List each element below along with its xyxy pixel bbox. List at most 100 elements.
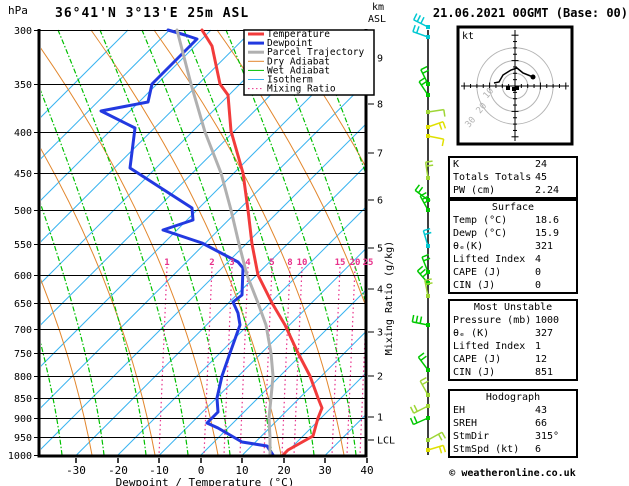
wind-barb	[426, 431, 447, 442]
mixing-ratio-label: 4	[245, 258, 251, 268]
wind-barb	[426, 108, 446, 117]
pressure-tick-label: 900	[14, 414, 32, 425]
table-row-label: K	[453, 159, 460, 170]
legend-item-label: Dewpoint	[267, 38, 313, 49]
table-row-value: 851	[535, 367, 554, 378]
table-row: CIN (J) 851	[450, 366, 576, 379]
isotherm-line	[41, 29, 295, 284]
table-row: Totals Totals 45	[450, 171, 576, 184]
hodograph-trace	[493, 67, 534, 84]
table-row-value: 4	[535, 254, 542, 265]
table-row: CAPE (J) 0	[450, 266, 576, 279]
table-row: Dewp (°C) 15.9	[450, 227, 576, 240]
pressure-tick-label: 650	[14, 299, 32, 310]
mixing-ratio-label: 10	[297, 258, 308, 268]
x-axis-tick-label: 20	[277, 464, 290, 477]
legend-item-label: Isotherm	[267, 75, 313, 86]
data-table-indices: K 24 Totals Totals 45 PW (cm) 2.24	[448, 156, 578, 199]
wet-adiabat-line	[41, 203, 105, 456]
x-axis-tick-label: 30	[318, 464, 331, 477]
dewpoint-curve	[99, 28, 275, 456]
height-tick-label: 6	[377, 196, 383, 207]
wet-adiabat-line	[99, 29, 231, 456]
table-row-label: θₑ (K)	[453, 328, 490, 339]
lcl-label: LCL	[377, 436, 395, 447]
table-title: Hodograph	[485, 392, 541, 403]
height-tick-label: 8	[377, 100, 383, 111]
table-row-label: Lifted Index	[453, 341, 526, 352]
isotherm-line	[159, 248, 365, 456]
table-row: SREH 66	[450, 417, 576, 430]
wind-barb	[411, 314, 430, 327]
table-row-value: 2.24	[535, 185, 560, 196]
wind-barb	[409, 416, 430, 426]
hodograph-trace-square	[515, 86, 519, 90]
pressure-tick-label: 1000	[8, 451, 32, 462]
table-row-value: 0	[535, 280, 542, 291]
table-row-label: Dewp (°C)	[453, 228, 508, 239]
table-row-label: Lifted Index	[453, 254, 526, 265]
table-row-label: StmSpd (kt)	[453, 444, 520, 455]
table-row: PW (cm) 2.24	[450, 184, 576, 197]
hodograph-trace-square	[512, 87, 516, 91]
wind-barb	[419, 376, 430, 397]
mixing-ratio-label: 1	[164, 258, 169, 268]
pressure-tick-label: 750	[14, 349, 32, 360]
table-title: Most Unstable	[473, 302, 553, 313]
hodograph-unit-label: kt	[462, 31, 474, 42]
table-row-label: EH	[453, 405, 466, 416]
isotherm-line	[41, 29, 212, 201]
x-axis-tick-label: -10	[149, 464, 169, 477]
table-row-value: 43	[535, 405, 548, 416]
mixing-ratio-label: 25	[363, 258, 374, 268]
table-title: Surface	[491, 202, 535, 213]
mixing-ratio-label: 8	[287, 258, 292, 268]
isotherm-line	[41, 29, 253, 243]
wet-adiabat-line	[57, 29, 189, 456]
legend-item-label: Wet Adiabat	[267, 65, 330, 76]
mixing-ratio-label: 5	[269, 258, 274, 268]
table-row-value: 1	[535, 341, 542, 352]
table-row: Temp (°C) 18.6	[450, 214, 576, 227]
table-row-label: PW (cm)	[453, 185, 496, 196]
hodograph-trace-dot	[530, 74, 536, 80]
isotherm-line	[76, 165, 365, 456]
pressure-tick-label: 450	[14, 169, 32, 180]
height-tick-label: 4	[377, 285, 383, 296]
run-datetime: 21.06.2021 00GMT (Base: 00)	[432, 6, 628, 20]
table-row: Pressure (mb) 1000	[450, 314, 576, 327]
table-row-value: 0	[535, 267, 542, 278]
dry-adiabat-line	[41, 148, 156, 456]
wet-adiabat-line	[41, 342, 63, 456]
mixing-ratio-line	[281, 266, 291, 456]
wet-adiabat-line	[225, 29, 357, 456]
table-row-label: Pressure (mb)	[453, 315, 532, 326]
table-row: CAPE (J) 12	[450, 353, 576, 366]
mixing-ratio-line	[203, 266, 213, 456]
table-row: EH 43	[450, 404, 576, 417]
wind-barb	[409, 404, 430, 414]
mixing-ratio-axis-title: Mixing Ratio (g/kg)	[384, 241, 395, 355]
height-tick-label: 1	[377, 413, 383, 424]
pressure-tick-label: 500	[14, 206, 32, 217]
legend-item-label: Parcel Trajectory	[267, 47, 365, 58]
pressure-tick-label: 400	[14, 128, 32, 139]
isotherm-line	[41, 82, 365, 409]
isotherm-line	[117, 207, 365, 456]
wind-barb	[413, 13, 430, 29]
wind-barb	[417, 352, 430, 372]
data-table-surface: Surface Temp (°C) 18.6 Dewp (°C) 15.9 θₑ(K) 32…	[448, 199, 578, 294]
table-row: StmDir 315°	[450, 430, 576, 443]
isotherm-line	[41, 124, 365, 450]
pressure-tick-label: 600	[14, 271, 32, 282]
table-row: θₑ(K) 321	[450, 240, 576, 253]
wind-barb	[412, 24, 430, 39]
data-table-most-unstable: Most Unstable Pressure (mb) 1000 θₑ (K) 327 L…	[448, 299, 578, 381]
table-row-label: θₑ(K)	[453, 241, 484, 252]
pressure-tick-label: 700	[14, 325, 32, 336]
pressure-tick-label: 350	[14, 80, 32, 91]
